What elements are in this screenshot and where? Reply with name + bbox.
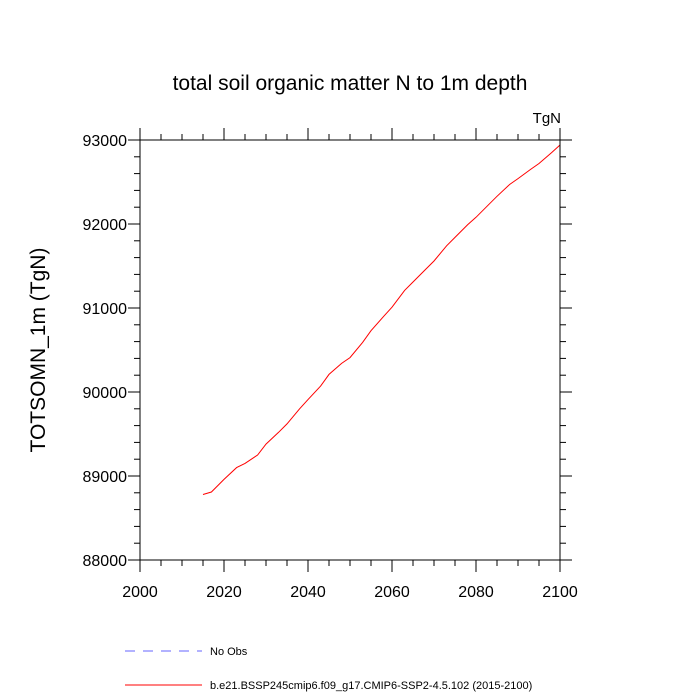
x-tick-label: 2080 bbox=[458, 584, 494, 601]
y-tick-label: 91000 bbox=[83, 301, 128, 318]
legend: No Obs b.e21.BSSP245cmip6.f09_g17.CMIP6-… bbox=[125, 646, 532, 692]
x-tick-label: 2060 bbox=[374, 584, 410, 601]
series-group bbox=[202, 144, 561, 495]
x-tick-label: 2040 bbox=[290, 584, 326, 601]
y-tick-label: 93000 bbox=[83, 133, 128, 150]
y-tick-label: 88000 bbox=[83, 553, 128, 570]
legend-label-model-run: b.e21.BSSP245cmip6.f09_g17.CMIP6-SSP2-4.… bbox=[210, 680, 532, 692]
x-tick-label: 2020 bbox=[206, 584, 242, 601]
legend-label-no-obs: No Obs bbox=[210, 646, 248, 658]
y-tick-label: 89000 bbox=[83, 469, 128, 486]
units-label: TgN bbox=[533, 110, 561, 127]
series-line-0 bbox=[202, 144, 561, 495]
chart-title: total soil organic matter N to 1m depth bbox=[173, 72, 528, 95]
plot-frame bbox=[139, 139, 561, 561]
axis-ticks: 2000 2020 2040 2060 2080 2100 88000 89000 90000 9… bbox=[83, 128, 578, 601]
y-tick-label: 92000 bbox=[83, 217, 128, 234]
x-tick-label: 2100 bbox=[542, 584, 578, 601]
y-tick-label: 90000 bbox=[83, 385, 128, 402]
x-tick-label: 2000 bbox=[122, 584, 158, 601]
y-axis-label: TOTSOMN_1m (TgN) bbox=[27, 248, 50, 453]
